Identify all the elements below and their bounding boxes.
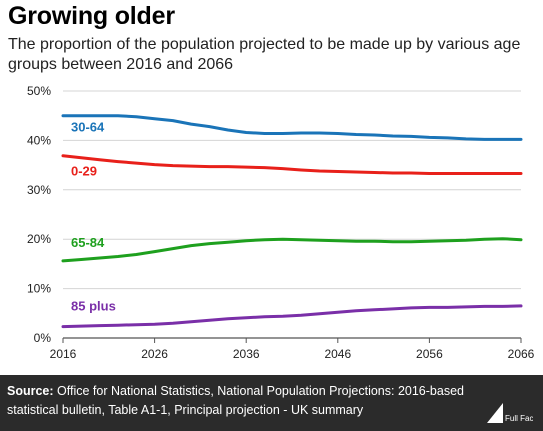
y-tick-label: 30% [27, 183, 51, 197]
logo-mark-icon [487, 403, 503, 423]
source-label: Source: [7, 384, 54, 398]
series-labels: 30-64 0-29 65-84 85 plus [71, 120, 116, 314]
logo-text: Full Fact [505, 414, 533, 423]
series-label: 85 plus [71, 299, 116, 314]
series-line [61, 304, 523, 329]
x-tick-label: 2026 [141, 347, 168, 361]
axis: 0% 10% 20% 30% 40% 50% 2016 2026 2036 2046 2056 206… [27, 84, 535, 361]
x-tick-label: 2016 [50, 347, 77, 361]
series-label: 65-84 [71, 235, 105, 250]
y-tick-label: 50% [27, 84, 51, 98]
full-fact-logo: Full Fact [487, 403, 533, 423]
line-chart: 0% 10% 20% 30% 40% 50% 2016 2026 2036 2046 2056 206… [27, 84, 535, 361]
x-tick-label: 2066 [508, 347, 535, 361]
chart-title: Growing older [8, 2, 175, 30]
y-tick-label: 0% [34, 331, 52, 345]
series-label: 0-29 [71, 164, 97, 179]
x-tick-label: 2056 [416, 347, 443, 361]
series-line [61, 237, 523, 263]
source-text: Office for National Statistics, National… [7, 384, 464, 417]
grid-lines [63, 90, 521, 290]
y-tick-label: 10% [27, 282, 51, 296]
series-lines [61, 114, 523, 329]
source-note: Source: Office for National Statistics, … [7, 382, 467, 420]
y-tick-label: 40% [27, 133, 51, 147]
x-tick-label: 2046 [324, 347, 351, 361]
series-line [61, 154, 523, 175]
series-label: 30-64 [71, 120, 105, 135]
chart-subtitle: The proportion of the population project… [8, 36, 521, 73]
y-tick-label: 20% [27, 232, 51, 246]
x-tick-label: 2036 [233, 347, 260, 361]
series-line [61, 114, 523, 141]
source-footer: Source: Office for National Statistics, … [0, 375, 543, 431]
